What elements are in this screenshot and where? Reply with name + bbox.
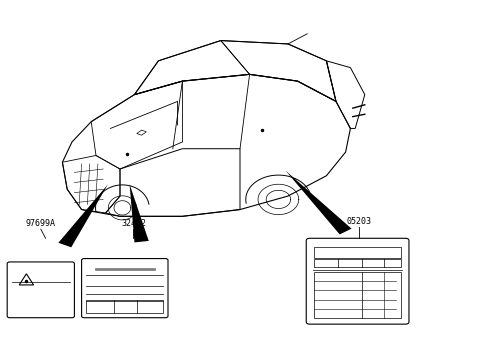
Text: 05203: 05203	[347, 217, 372, 226]
Text: 97699A: 97699A	[26, 219, 56, 228]
Polygon shape	[286, 171, 351, 235]
Bar	[314, 247, 401, 258]
Bar	[314, 259, 401, 267]
Bar	[86, 300, 163, 313]
Polygon shape	[59, 184, 108, 247]
Bar	[314, 272, 401, 318]
Polygon shape	[130, 184, 149, 242]
Text: 32402: 32402	[121, 219, 146, 228]
